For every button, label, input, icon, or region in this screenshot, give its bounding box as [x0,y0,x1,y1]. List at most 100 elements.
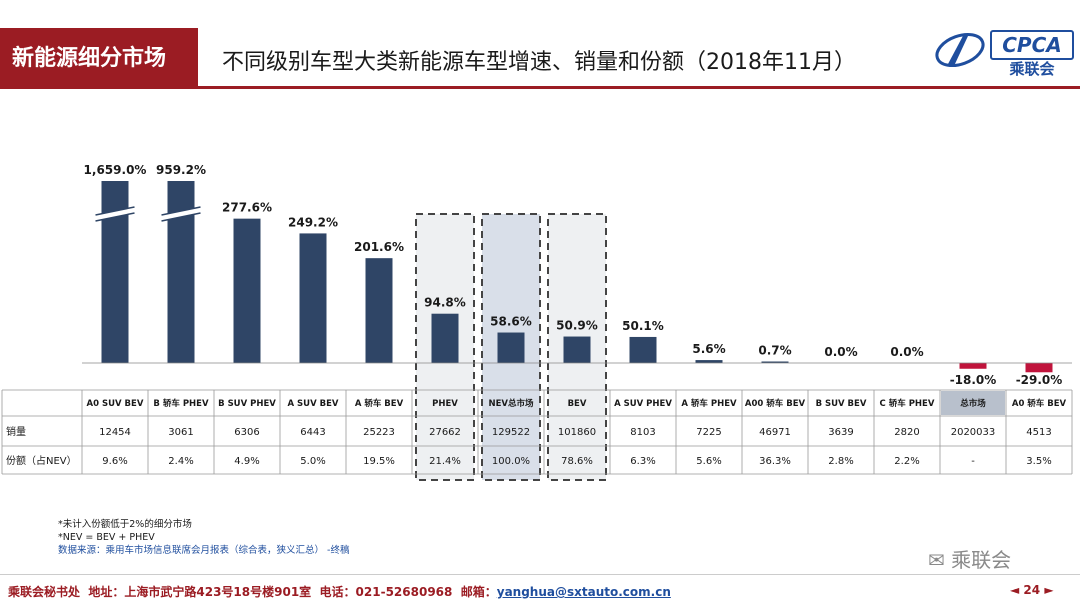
footer-address: 地址：上海市武宁路423号18号楼901室 [88,585,312,599]
page-title: 不同级别车型大类新能源车型增速、销量和份额（2018年11月） [222,50,856,75]
cpca-logo: CPCA [990,30,1074,60]
cell-0-14: 4513 [1026,427,1051,438]
cell-1-0: 9.6% [102,456,127,467]
data-label-7: 50.9% [556,319,598,333]
header-highlight-13 [941,391,1005,415]
cell-0-3: 6443 [300,427,325,438]
cell-1-4: 19.5% [363,456,395,467]
bar-7 [563,336,591,363]
bar-13 [959,363,987,369]
data-label-12: 0.0% [890,345,923,359]
footer-email-link[interactable]: yanghua@sxtauto.com.cn [496,585,671,599]
table-header-12: C 轿车 PHEV [880,398,935,409]
cell-1-8: 6.3% [630,456,655,467]
row-label-1: 份额（占NEV） [6,454,77,467]
data-label-10: 0.7% [758,344,791,358]
cell-0-7: 101860 [558,427,596,438]
cell-1-9: 5.6% [696,456,721,467]
cell-0-0: 12454 [99,427,131,438]
cell-0-12: 2820 [894,427,919,438]
next-page-button[interactable]: ► [1044,583,1054,597]
data-label-1: 959.2% [156,163,206,177]
cell-0-5: 27662 [429,427,461,438]
table-header-13: 总市场 [960,398,986,409]
pager: ◄ 24 ► [1010,583,1054,597]
table-header-2: B SUV PHEV [218,399,276,409]
axis-break-0 [95,206,135,222]
bar-4 [365,258,393,363]
header-divider [0,86,1080,89]
data-label-13: -18.0% [950,373,997,387]
table-header-1: B 轿车 PHEV [153,398,209,409]
data-label-8: 50.1% [622,319,664,333]
cell-1-10: 36.3% [759,456,791,467]
cell-1-14: 3.5% [1026,456,1051,467]
cell-0-11: 3639 [828,427,853,438]
bar-5 [431,313,459,363]
footer-phone: 电话：021-52680968 [319,585,453,599]
cell-1-2: 4.9% [234,456,259,467]
axis-break-gap-1 [161,207,201,221]
wechat-watermark: ✉ 乘联会 [928,544,1011,573]
watermark-text: 乘联会 [951,548,1012,572]
data-label-2: 277.6% [222,201,272,215]
cell-1-11: 2.8% [828,456,853,467]
bar-6 [497,332,525,363]
table-header-10: A00 轿车 BEV [745,398,806,409]
data-label-11: 0.0% [824,345,857,359]
footer-divider [0,574,1080,575]
cell-0-2: 6306 [234,427,259,438]
section-label-box: 新能源细分市场 [0,28,198,86]
data-label-3: 249.2% [288,215,338,229]
data-label-6: 58.6% [490,315,532,329]
data-label-4: 201.6% [354,240,404,254]
table-header-4: A 轿车 BEV [355,398,404,409]
cpca-logo-subtitle: 乘联会 [1009,60,1055,78]
table-header-8: A SUV PHEV [614,399,672,409]
axis-break-line-b-1 [161,212,201,222]
cell-1-1: 2.4% [168,456,193,467]
data-label-0: 1,659.0% [84,163,147,177]
footer: 乘联会秘书处 地址：上海市武宁路423号18号楼901室 电话：021-5268… [8,583,671,600]
bar-14 [1025,363,1053,373]
bar-2 [233,218,261,363]
cell-0-4: 25223 [363,427,395,438]
table-header-6: NEV总市场 [489,398,534,409]
table-header-3: A SUV BEV [288,399,339,409]
cell-1-3: 5.0% [300,456,325,467]
footer-email-label: 邮箱： [460,585,497,599]
axis-break-line-a-1 [161,206,201,216]
table-header-5: PHEV [432,399,458,409]
table-header-14: A0 轿车 BEV [1012,398,1067,409]
bar-layer: 1,659.0% 959.2% 277.6% 249.2% 201.6% 94.8% 58.… [82,163,1072,387]
page-number: 24 [1023,583,1041,597]
data-label-9: 5.6% [692,342,725,356]
bar-3 [299,233,327,363]
table-header-11: B SUV BEV [816,399,867,409]
cell-1-13: - [971,456,975,467]
axis-break-gap-0 [95,207,135,221]
cell-0-8: 8103 [630,427,655,438]
cell-1-6: 100.0% [492,456,530,467]
cell-0-6: 129522 [492,427,530,438]
prev-page-button[interactable]: ◄ [1010,583,1020,597]
bar-10 [761,361,789,363]
cpca-emblem-icon [935,32,985,68]
cell-0-13: 2020033 [951,427,996,438]
cell-0-1: 3061 [168,427,193,438]
axis-break-1 [161,206,201,222]
cell-1-12: 2.2% [894,456,919,467]
row-label-0: 销量 [6,425,26,438]
data-table: A0 SUV BEV B 轿车 PHEV B SUV PHEV A SUV BEV A … [1,389,1073,475]
note-source: 数据来源：乘用车市场信息联席会月报表（综合表，狭义汇总） -终稿 [58,545,350,556]
bar-9 [695,360,723,363]
data-label-14: -29.0% [1016,373,1063,387]
data-label-5: 94.8% [424,296,466,310]
table-header-9: A 轿车 PHEV [681,398,737,409]
bar-8 [629,336,657,363]
footnotes: *未计入份额低于2%的细分市场 *NEV = BEV + PHEV 数据来源：乘… [58,518,349,557]
cell-0-9: 7225 [696,427,721,438]
note-nev-definition: *NEV = BEV + PHEV [58,532,155,543]
table-header-0: A0 SUV BEV [87,399,144,409]
